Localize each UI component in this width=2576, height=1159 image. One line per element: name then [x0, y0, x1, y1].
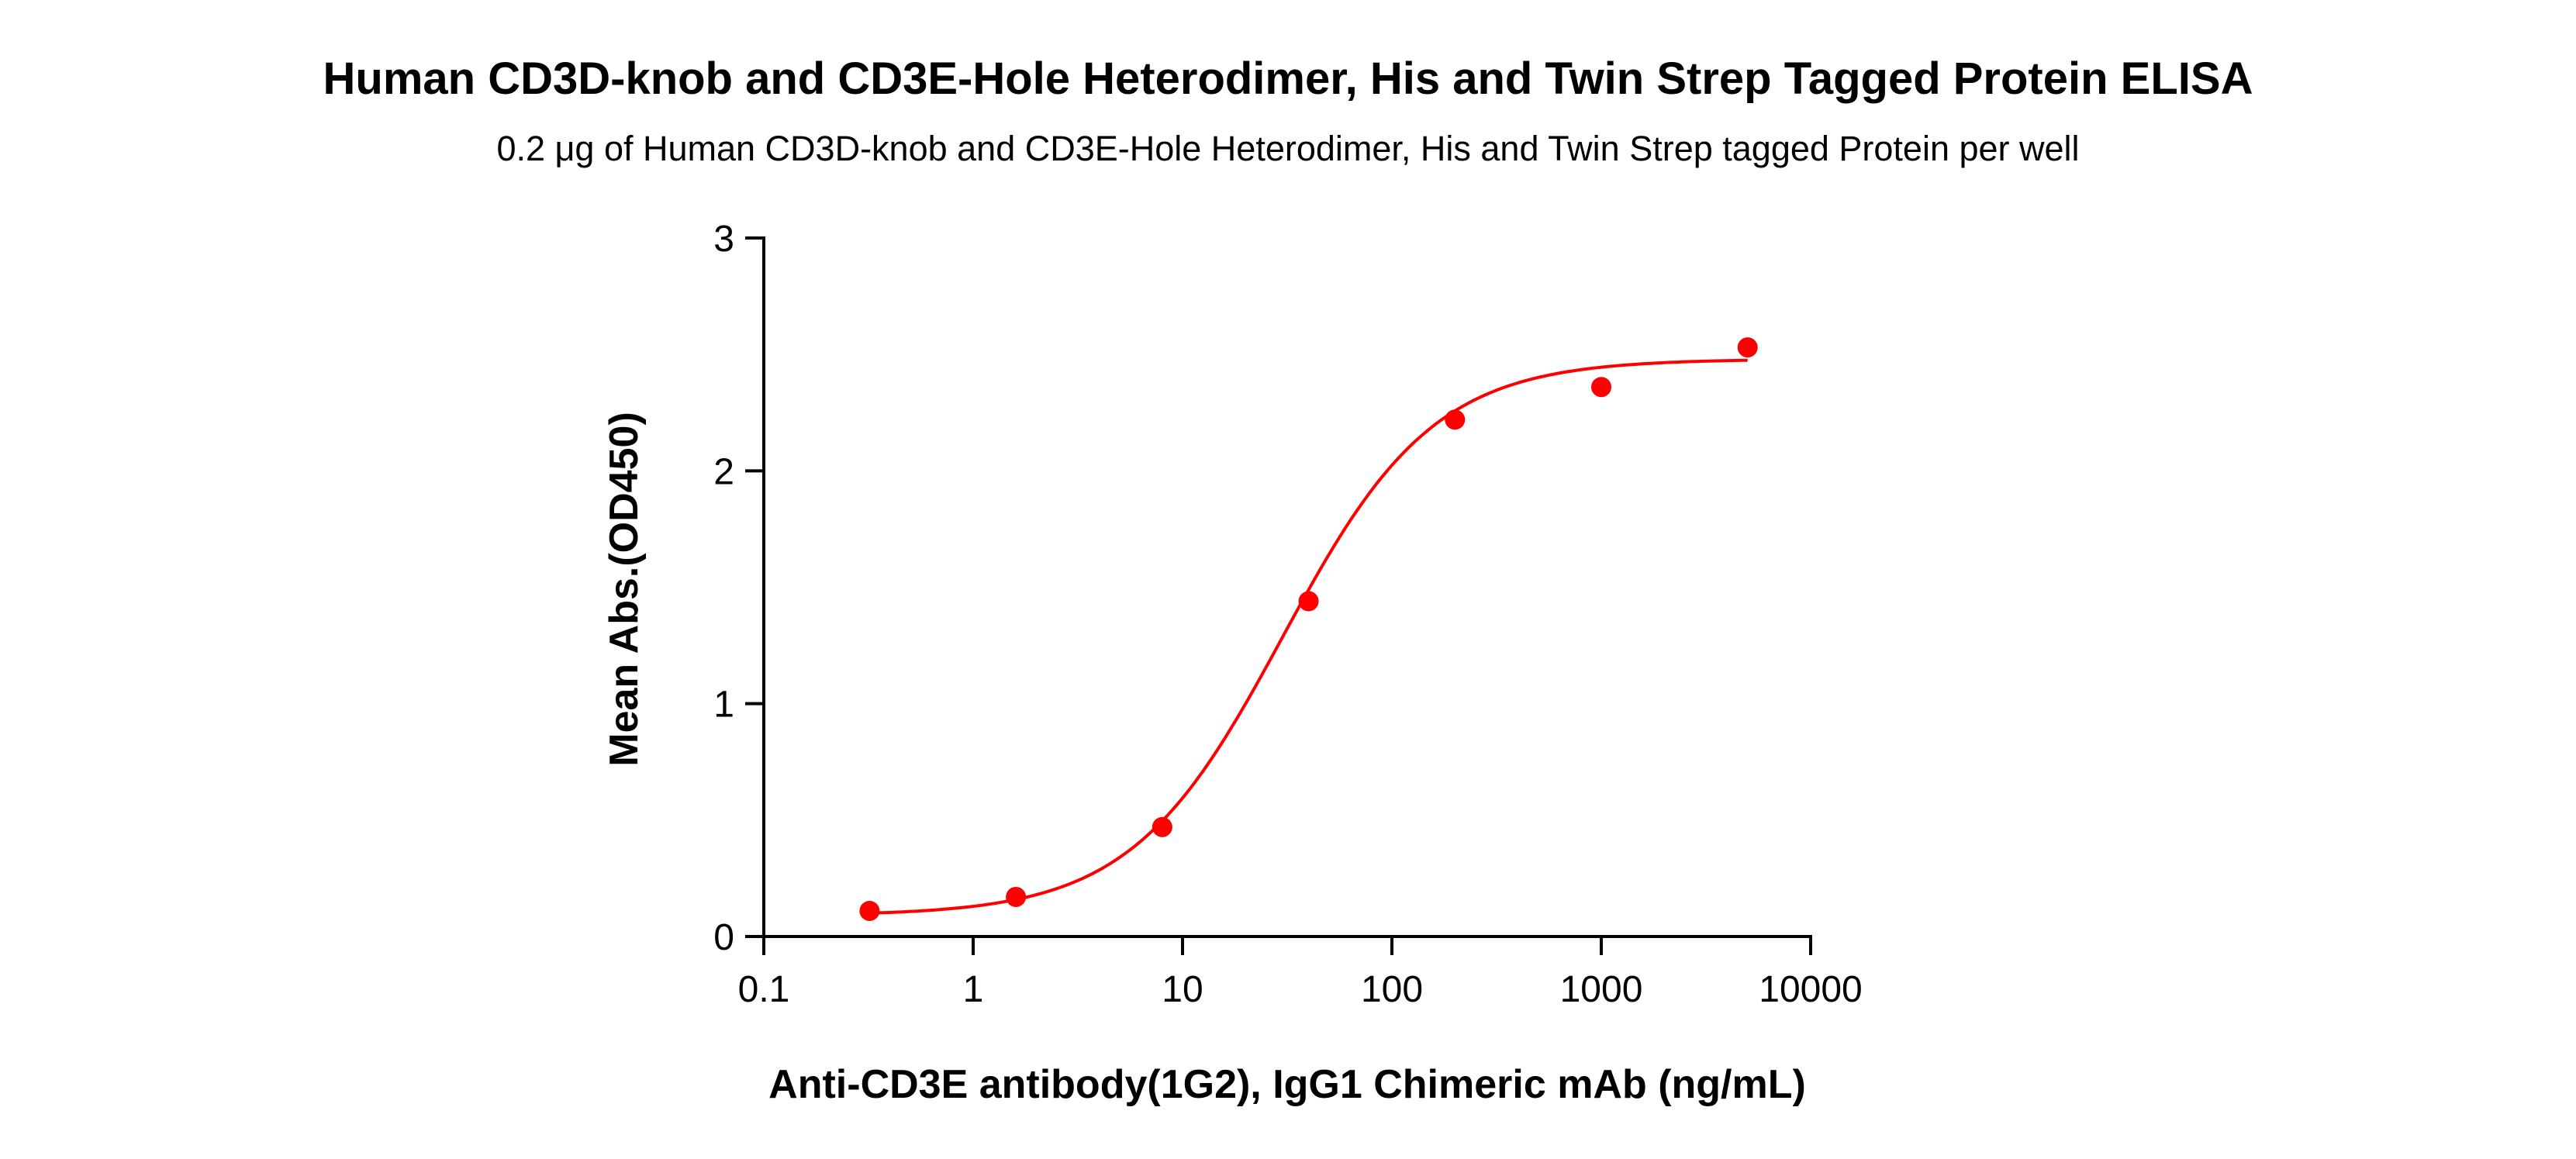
x-tick-label: 1	[963, 969, 984, 1010]
data-point	[1445, 409, 1466, 430]
y-tick-label: 3	[713, 219, 734, 260]
x-tick-label: 0.1	[738, 969, 790, 1010]
y-axis-label: Mean Abs.(OD450)	[602, 412, 647, 767]
y-tick-label: 0	[713, 917, 734, 958]
x-tick-label: 10	[1162, 969, 1203, 1010]
data-point	[1591, 377, 1611, 398]
y-tick-label: 2	[713, 451, 734, 492]
axes: 0.1 1 10 100 1000 10000 0 1 2 3	[713, 219, 1862, 1010]
x-tick-label: 100	[1361, 969, 1423, 1010]
data-point	[859, 900, 880, 921]
fit-curve	[869, 358, 1748, 915]
x-tick-label: 10000	[1759, 969, 1862, 1010]
data-point	[1006, 886, 1027, 907]
data-points	[859, 337, 1758, 921]
data-point	[1152, 816, 1172, 837]
data-point	[1737, 337, 1758, 358]
chart-subtitle: 0.2 μg of Human CD3D-knob and CD3E-Hole …	[496, 129, 2080, 168]
y-tick-label: 1	[713, 685, 734, 726]
x-tick-label: 1000	[1560, 969, 1643, 1010]
x-axis-label: Anti-CD3E antibody(1G2), IgG1 Chimeric m…	[768, 1062, 1806, 1107]
data-point	[1298, 591, 1319, 612]
chart-title: Human CD3D-knob and CD3E-Hole Heterodime…	[323, 53, 2253, 104]
